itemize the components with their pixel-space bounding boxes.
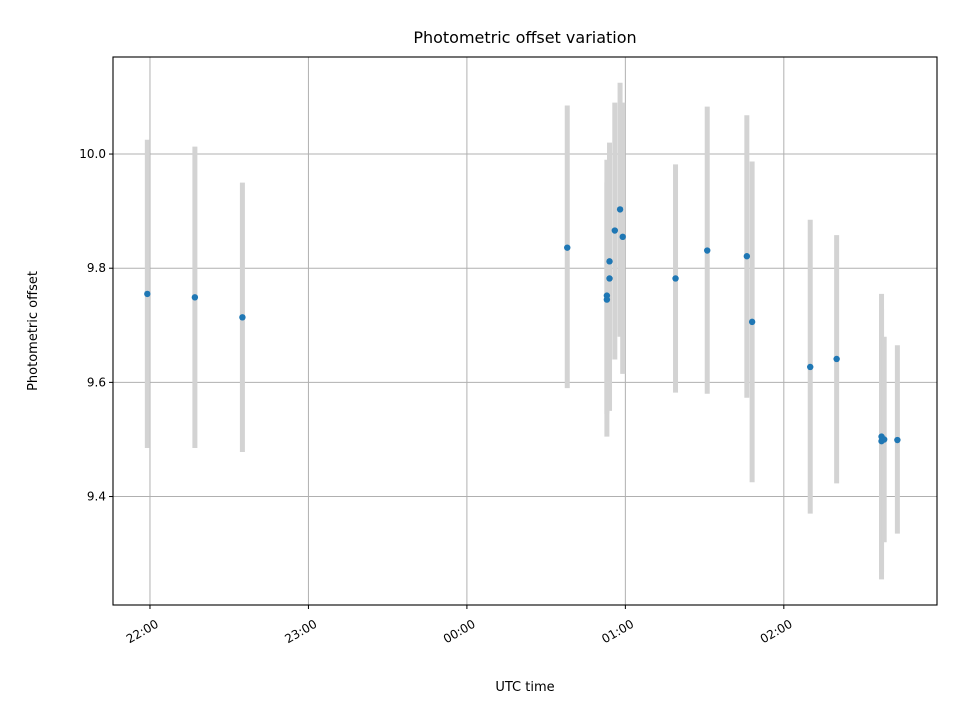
y-tick-label: 9.8 [87, 261, 106, 275]
data-point [239, 314, 246, 321]
chart-title: Photometric offset variation [413, 28, 636, 47]
data-point [880, 436, 888, 443]
data-point [606, 258, 613, 265]
y-tick-label: 9.4 [87, 490, 106, 504]
grid-layer [113, 57, 937, 605]
data-point [606, 275, 613, 282]
tick-layer: 22:00 23:00 00:00 01:00 02:00 9.4 9.6 9.8 10.0 [79, 147, 794, 646]
x-axis-label: UTC time [495, 680, 554, 695]
data-point [704, 247, 711, 254]
data-point [807, 363, 814, 371]
data-point [191, 294, 199, 301]
data-point [144, 290, 151, 298]
x-tick-label: 22:00 [124, 617, 161, 646]
x-tick-label: 02:00 [758, 617, 795, 646]
y-axis-label: Photometric offset [26, 271, 41, 391]
data-point [564, 244, 571, 251]
data-point [833, 355, 840, 363]
plot-area-frame [112, 56, 938, 606]
data-point [616, 206, 624, 213]
x-tick-label: 23:00 [282, 617, 319, 646]
errorbar-layer [144, 82, 900, 580]
data-point [748, 318, 756, 326]
x-tick-label: 01:00 [599, 617, 636, 646]
y-tick-label: 9.6 [87, 375, 106, 389]
y-tick-label: 10.0 [79, 147, 106, 161]
data-point [894, 436, 901, 444]
data-point [603, 296, 611, 303]
data-point [672, 275, 679, 282]
data-point [611, 227, 618, 234]
point-layer [144, 206, 901, 445]
data-point [743, 253, 751, 260]
data-point [619, 233, 626, 241]
x-tick-label: 00:00 [441, 617, 478, 646]
